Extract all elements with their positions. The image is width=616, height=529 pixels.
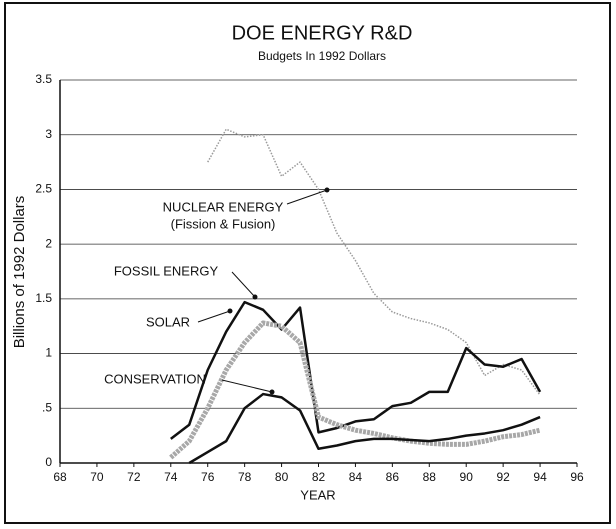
- y-tick-label: 0: [45, 455, 52, 469]
- y-tick-label: 1: [45, 346, 52, 360]
- y-tick-label: .5: [42, 400, 52, 414]
- x-tick-label: 96: [570, 470, 584, 484]
- x-tick-label: 78: [238, 470, 252, 484]
- arrow-head: [252, 294, 258, 300]
- frame: [4, 2, 611, 524]
- x-tick-label: 90: [460, 470, 474, 484]
- x-tick-label: 74: [164, 470, 178, 484]
- arrow-head: [227, 308, 233, 314]
- series-label: CONSERVATION: [104, 371, 206, 386]
- chart-title: DOE ENERGY R&D: [232, 22, 413, 44]
- series-line: [169, 320, 541, 460]
- x-tick-label: 88: [423, 470, 437, 484]
- y-tick-label: 3: [45, 127, 52, 141]
- series-line: [207, 128, 541, 396]
- x-tick-label: 92: [496, 470, 510, 484]
- series-line: [170, 300, 542, 440]
- x-tick-label: 70: [90, 470, 104, 484]
- arrow-head: [269, 389, 275, 395]
- annotation-arrow: [286, 189, 328, 205]
- x-tick-label: 72: [127, 470, 141, 484]
- annotation-arrow: [231, 271, 256, 298]
- arrow-head: [324, 187, 330, 193]
- x-tick-label: 82: [312, 470, 326, 484]
- x-tick-label: 94: [533, 470, 547, 484]
- series-line: [188, 392, 541, 465]
- series-label: SOLAR: [146, 314, 190, 329]
- y-tick-label: 1.5: [35, 291, 52, 305]
- y-axis-label: Billions of 1992 Dollars: [11, 196, 28, 349]
- x-tick-label: 86: [386, 470, 400, 484]
- series-sublabel: (Fission & Fusion): [171, 216, 276, 231]
- x-tick-label: 84: [349, 470, 363, 484]
- y-tick-label: 2: [45, 236, 52, 250]
- y-tick-label: 3.5: [35, 72, 52, 86]
- chart-subtitle: Budgets In 1992 Dollars: [258, 49, 386, 63]
- annotation-arrow: [197, 310, 231, 323]
- annotation-arrow: [221, 379, 273, 393]
- y-tick-label: 2.5: [35, 182, 52, 196]
- series-label: FOSSIL ENERGY: [114, 263, 219, 278]
- x-axis-label: YEAR: [300, 487, 335, 502]
- x-tick-label: 76: [201, 470, 215, 484]
- x-tick-label: 80: [275, 470, 289, 484]
- series-label: NUCLEAR ENERGY: [163, 199, 284, 214]
- x-tick-label: 68: [53, 470, 67, 484]
